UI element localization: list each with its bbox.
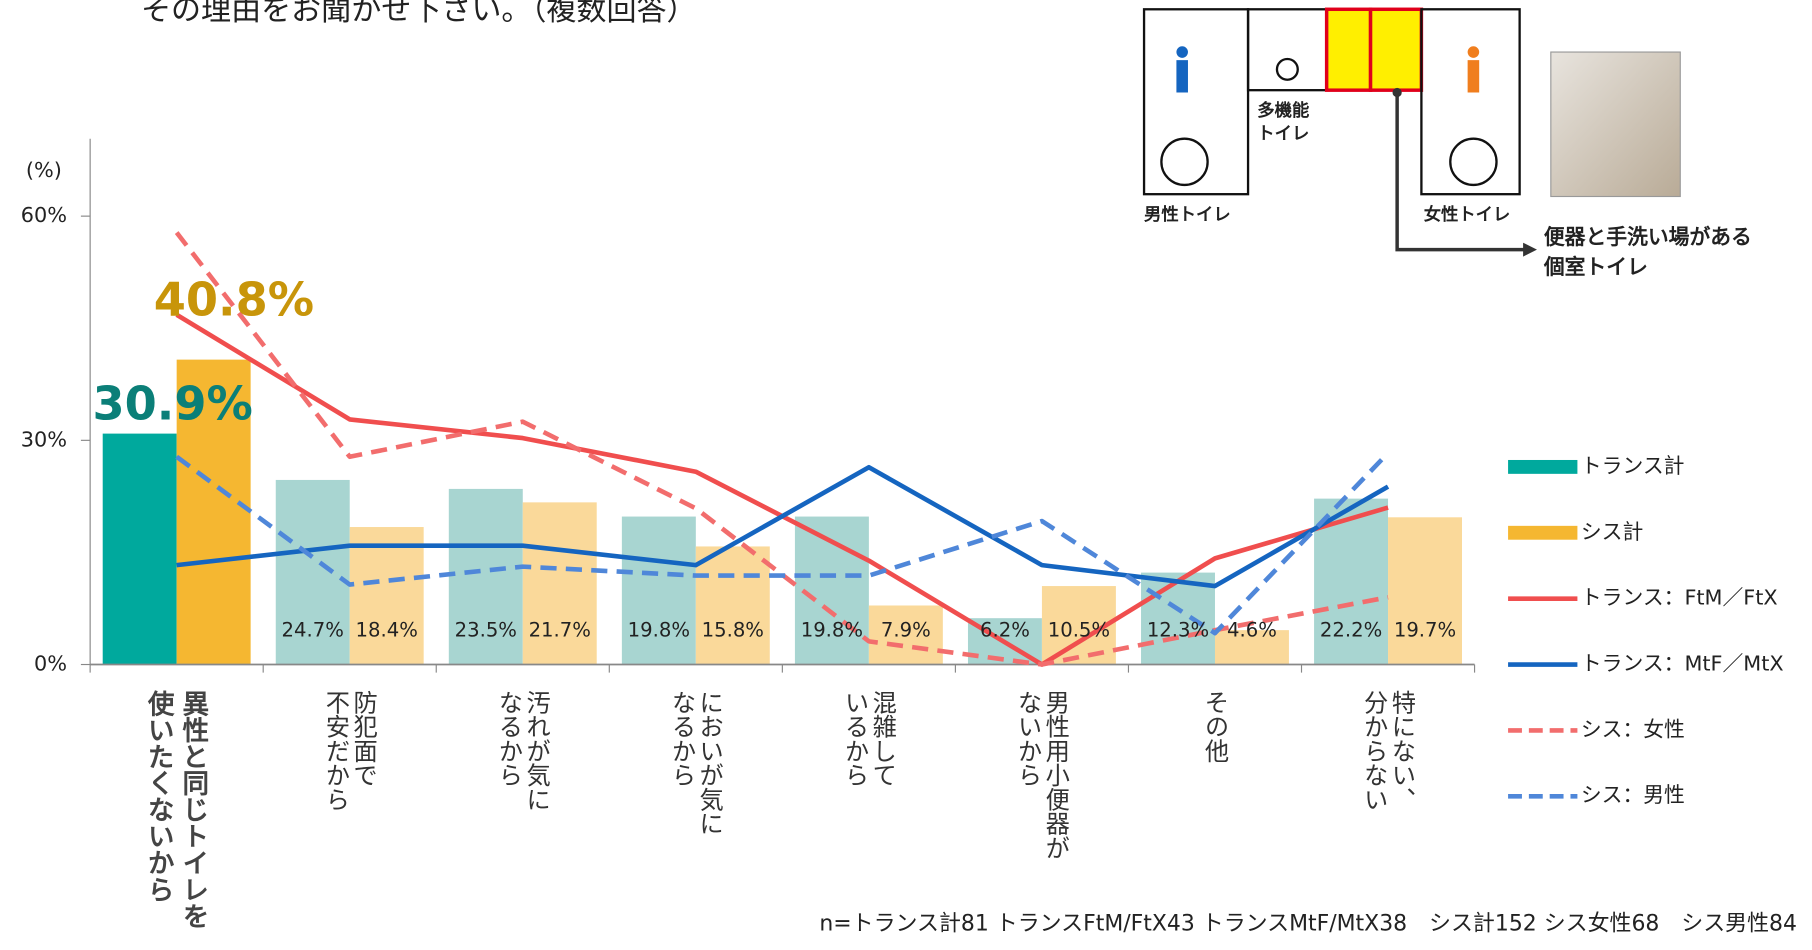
bar: [102, 433, 177, 665]
man-icon: [1176, 60, 1188, 93]
y-tick-label: 0%: [34, 652, 67, 676]
value-label: 21.7%: [529, 619, 591, 642]
value-label: 7.9%: [881, 619, 931, 642]
legend-swatch: [1508, 525, 1578, 540]
private-room: [1324, 7, 1373, 92]
x-tick-label: 不安だから: [321, 690, 350, 811]
value-label: 30.9%: [92, 376, 252, 430]
floor-plan: 多機能 トイレ 男性トイレ 女性トイレ 便器と手洗い場がある 個室トイレ: [1142, 7, 1752, 279]
x-tick-label: 防犯面で: [349, 690, 378, 787]
bar: [176, 359, 251, 665]
x-tick-label: 特にない、: [1387, 690, 1416, 811]
woman-icon: [1467, 46, 1480, 58]
value-label: 12.3%: [1147, 619, 1209, 642]
legend-label: トランス：FtM／FtX: [1581, 586, 1778, 610]
multi-room: [1246, 8, 1328, 92]
value-label: 40.8%: [154, 272, 314, 326]
x-tick-label: その他: [1200, 690, 1229, 763]
value-label: 19.8%: [628, 619, 690, 642]
y-tick-label: 60%: [21, 203, 67, 227]
diagram-label: 男性トイレ: [1144, 204, 1231, 225]
diagram-label: 個室トイレ: [1543, 255, 1648, 279]
diagram-label: トイレ: [1257, 124, 1309, 144]
x-tick-label: 男性用小便器が: [1041, 690, 1070, 860]
legend-label: シス：女性: [1581, 717, 1685, 741]
value-label: 18.4%: [356, 619, 418, 642]
line-series: [175, 451, 1390, 636]
value-label: 24.7%: [282, 619, 344, 642]
pointer-arrow: [1523, 242, 1537, 257]
toilet-photo: [1550, 51, 1681, 198]
x-tick-label: なるから: [494, 690, 523, 787]
legend-label: トランス：MtF／MtX: [1581, 652, 1784, 676]
wheelchair-icon: [1275, 57, 1299, 81]
value-label: 23.5%: [455, 619, 517, 642]
diagram-label: 便器と手洗い場がある: [1544, 225, 1752, 249]
man-icon: [1176, 46, 1188, 58]
pointer-line: [1395, 92, 1526, 252]
value-label: 10.5%: [1048, 619, 1110, 642]
bar: [522, 502, 597, 665]
men-room: [1142, 8, 1250, 196]
x-tick-label: 混雑して: [868, 690, 897, 787]
y-axis-label: (%): [26, 158, 62, 182]
chart-title: その理由をお聞かせ下さい。（複数回答）: [141, 0, 697, 28]
bar: [1388, 517, 1462, 665]
diagram-label: 多機能: [1257, 100, 1310, 121]
bar: [621, 516, 696, 665]
x-tick-label: においが気に: [695, 690, 724, 836]
door-icon: [1160, 137, 1209, 187]
door-icon: [1449, 137, 1498, 187]
legend-label: トランス計: [1581, 454, 1685, 478]
bar: [349, 527, 424, 665]
bar: [868, 605, 943, 665]
value-label: 22.2%: [1320, 619, 1382, 642]
value-label: 4.6%: [1227, 619, 1277, 642]
x-tick-label: 異性と同じトイレを: [177, 690, 208, 929]
legend-swatch: [1508, 459, 1578, 474]
legend-label: シス：男性: [1581, 783, 1685, 807]
x-tick-label: ないから: [1014, 690, 1043, 787]
diagram-label: 女性トイレ: [1424, 204, 1511, 225]
private-room: [1368, 7, 1424, 92]
bar: [1214, 630, 1289, 665]
value-label: 15.8%: [702, 619, 764, 642]
x-tick-label: 分からない: [1360, 690, 1389, 811]
x-tick-label: 汚れが気に: [522, 690, 551, 811]
x-tick-label: いるから: [841, 690, 870, 787]
women-room: [1420, 8, 1521, 196]
value-label: 19.8%: [801, 619, 863, 642]
line-series: [174, 231, 1389, 667]
bar: [695, 546, 770, 665]
bar: [448, 488, 523, 665]
line-series: [176, 464, 1390, 589]
sample-note: n=トランス計81 トランスFtM/FtX43 トランスMtF/MtX38 シス…: [819, 912, 1797, 937]
woman-icon: [1467, 60, 1480, 93]
value-label: 19.7%: [1394, 619, 1456, 642]
bar: [1141, 572, 1215, 665]
x-tick-label: なるから: [667, 690, 696, 787]
y-tick-label: 30%: [21, 427, 67, 451]
bar: [275, 479, 350, 665]
legend-label: シス計: [1581, 520, 1643, 544]
value-label: 6.2%: [980, 619, 1030, 642]
x-tick-label: 使いたくないから: [143, 690, 175, 903]
